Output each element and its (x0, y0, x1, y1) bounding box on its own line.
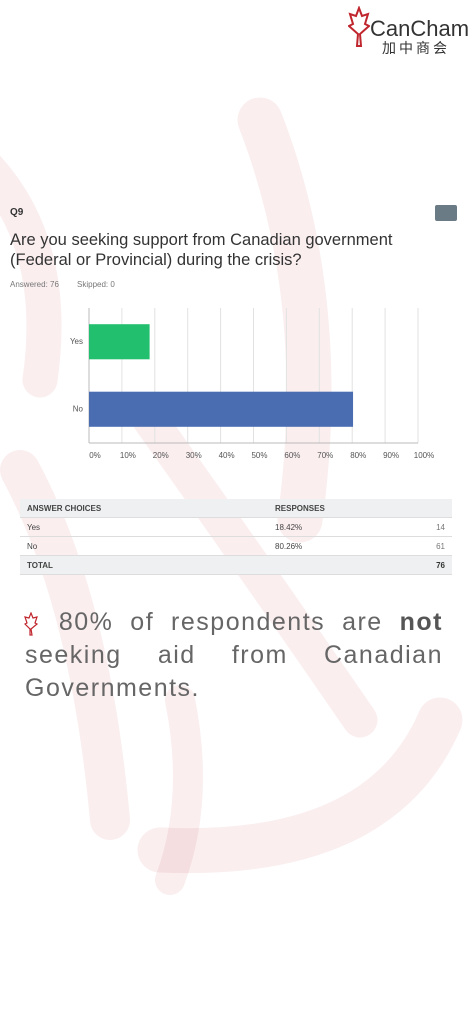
cell: 76 (386, 555, 452, 575)
x-tick-label: 100% (414, 451, 434, 460)
results-table: ANSWER CHOICES RESPONSES Yes 18.42% 14 No 80… (20, 499, 452, 575)
y-tick-label: No (73, 404, 84, 413)
x-tick-label: 80% (350, 451, 366, 460)
summary-lead: 80% of respondents are (58, 608, 400, 636)
chart: 0% 10% 20% 30% 40% 50% 60% 70% 80% 90% 100% Yes No (70, 308, 434, 460)
header-cell: ANSWER CHOICES (20, 499, 268, 518)
question-number: Q9 (10, 207, 24, 218)
summary: 80% of respondents are not seeking aid f… (25, 606, 443, 705)
x-tick-label: 40% (219, 451, 235, 460)
summary-emphasis: not (399, 608, 443, 636)
logo: CanCham (370, 16, 470, 41)
cell: Yes (20, 517, 268, 537)
header-cell: RESPONSES (268, 499, 452, 518)
x-tick-label: 60% (284, 451, 300, 460)
cell: 80.26% (268, 536, 387, 556)
comment-button[interactable] (435, 205, 457, 221)
x-tick-label: 70% (317, 451, 333, 460)
bar (89, 324, 150, 360)
y-tick-label: Yes (70, 337, 83, 346)
summary-leaf (24, 612, 38, 636)
answered: Answered: 76 (10, 280, 59, 289)
x-tick-label: 20% (153, 451, 169, 460)
x-tick-label: 90% (383, 451, 399, 460)
x-tick-label: 50% (251, 451, 267, 460)
cell: No (20, 536, 268, 556)
x-tick-label: 30% (186, 451, 202, 460)
skipped: Skipped: 0 (77, 280, 115, 289)
bar (89, 391, 354, 427)
logo-leaf (348, 6, 370, 47)
x-tick-label: 10% (120, 451, 136, 460)
x-tick-label: 0% (89, 451, 101, 460)
logo-cn: 加中商会 (382, 40, 450, 56)
cell: 14 (386, 517, 452, 537)
cell: 18.42% (268, 517, 387, 537)
summary-rest: seeking aid from Canadian Governments. (25, 641, 443, 702)
question-text: Are you seeking support from Canadian go… (10, 231, 393, 269)
cell: TOTAL (20, 555, 387, 575)
cell: 61 (386, 536, 452, 556)
